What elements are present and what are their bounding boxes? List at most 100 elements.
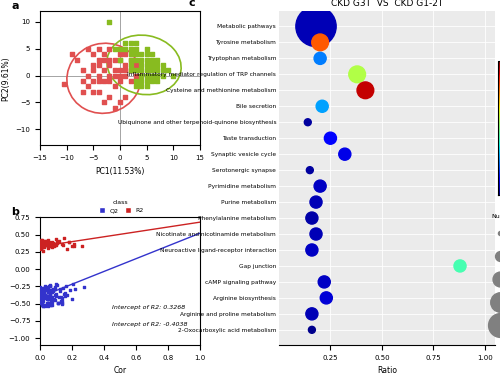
Point	[116, 46, 124, 52]
Point	[40, 292, 48, 298]
Point	[58, 241, 66, 247]
Point	[44, 237, 52, 243]
Point	[62, 283, 70, 289]
Point	[48, 240, 56, 246]
Point	[36, 288, 44, 294]
Point	[126, 57, 134, 63]
Point	[122, 62, 130, 68]
Point	[94, 89, 102, 95]
Point	[56, 294, 64, 300]
Point	[154, 57, 162, 63]
Point	[48, 294, 56, 300]
Point	[122, 73, 130, 79]
Point	[116, 78, 124, 84]
Point	[158, 62, 166, 68]
Point	[37, 289, 45, 295]
Point	[106, 78, 114, 84]
Point	[52, 286, 60, 292]
Point	[68, 51, 76, 57]
Point	[122, 67, 130, 73]
Point	[362, 87, 370, 93]
Point	[43, 296, 51, 302]
Point	[43, 285, 51, 291]
Point	[40, 285, 48, 291]
Point	[90, 62, 98, 68]
Point	[50, 296, 58, 302]
Point	[70, 286, 78, 292]
Point	[40, 287, 48, 293]
Point	[44, 303, 52, 309]
Point	[63, 246, 71, 252]
Point	[58, 298, 66, 304]
Y-axis label: Value: Value	[0, 271, 3, 292]
Point	[122, 94, 130, 100]
Point	[138, 67, 145, 73]
Point	[43, 240, 51, 246]
Point	[126, 62, 134, 68]
Point	[44, 239, 52, 245]
Point	[45, 283, 53, 289]
Point	[126, 40, 134, 46]
Point	[164, 67, 172, 73]
Point	[42, 238, 50, 244]
X-axis label: PC1(11.53%): PC1(11.53%)	[96, 166, 144, 176]
Point	[39, 285, 47, 291]
Point	[62, 293, 70, 299]
Point	[57, 298, 65, 304]
Point	[46, 290, 54, 296]
Point	[58, 294, 66, 300]
Point	[306, 167, 314, 173]
Point	[126, 51, 134, 57]
Point	[78, 243, 86, 249]
Point	[110, 73, 118, 79]
Point	[154, 67, 162, 73]
Point	[36, 240, 44, 246]
Point	[43, 243, 51, 249]
Point	[158, 67, 166, 73]
Point	[122, 40, 130, 46]
Point	[94, 73, 102, 79]
Point	[52, 293, 60, 299]
Point	[148, 57, 156, 63]
Point	[148, 62, 156, 68]
Point	[312, 199, 320, 205]
Point	[56, 288, 64, 294]
Point	[42, 242, 50, 248]
Point	[142, 46, 150, 52]
Point	[46, 291, 54, 297]
Point	[126, 46, 134, 52]
Point	[36, 237, 44, 243]
Point	[44, 293, 52, 299]
Point	[49, 288, 57, 294]
Point	[78, 78, 86, 84]
Point	[90, 67, 98, 73]
Point	[40, 292, 48, 298]
Point	[154, 73, 162, 79]
Point	[36, 245, 44, 251]
Point	[40, 242, 48, 248]
Point	[40, 293, 48, 299]
Point	[46, 302, 54, 308]
Point	[37, 295, 45, 301]
Point	[60, 81, 68, 87]
Point	[126, 67, 134, 73]
Point	[38, 242, 46, 248]
Point	[48, 297, 56, 303]
Point	[54, 300, 62, 306]
Point	[38, 244, 46, 250]
Point	[63, 292, 71, 298]
Point	[106, 57, 114, 63]
Point	[116, 73, 124, 79]
Point	[51, 243, 59, 249]
Text: a: a	[11, 0, 18, 10]
Point	[48, 299, 56, 305]
Point	[52, 241, 60, 247]
Point	[148, 51, 156, 57]
Point	[48, 287, 56, 293]
Point	[100, 78, 108, 84]
Point	[132, 83, 140, 89]
Point	[42, 300, 50, 306]
Point	[37, 298, 45, 304]
Point	[100, 57, 108, 63]
Text: c: c	[188, 0, 195, 8]
